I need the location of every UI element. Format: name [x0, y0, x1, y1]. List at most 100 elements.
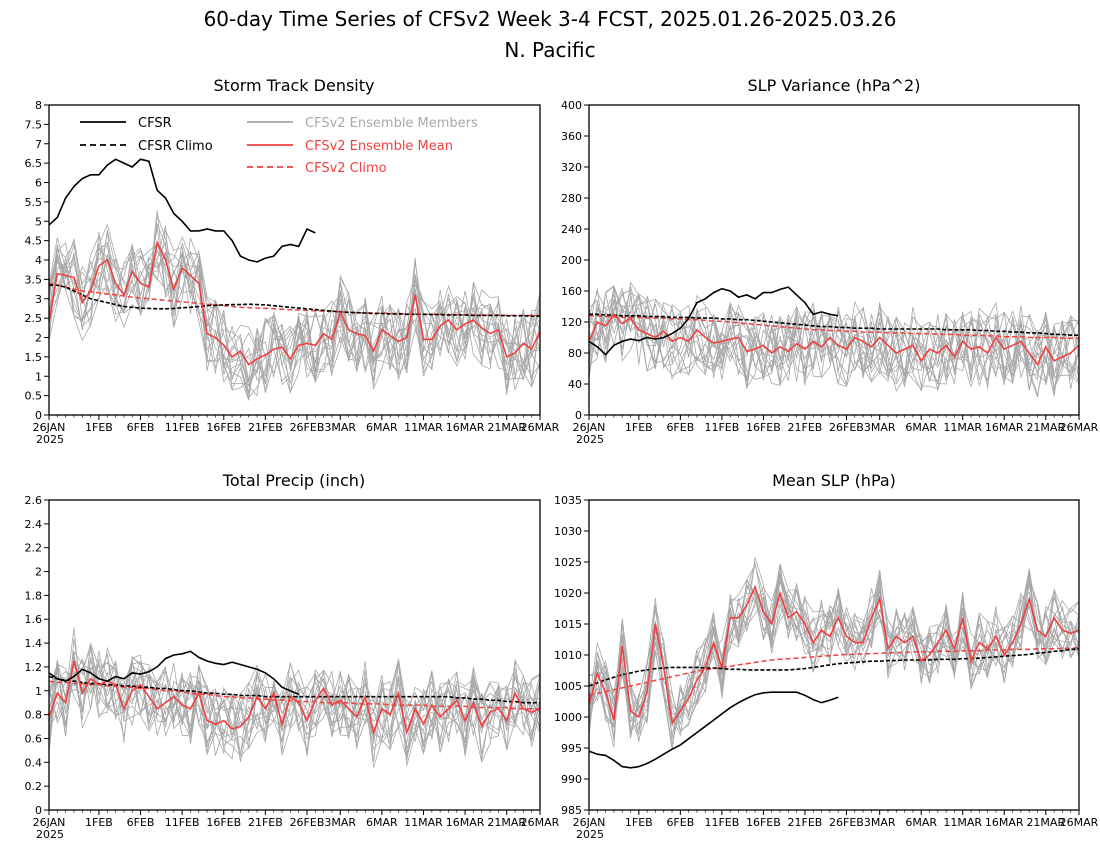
- x-tick-label: 26FEB: [290, 421, 325, 434]
- ensemble-member-line: [589, 563, 1079, 739]
- chart-panel-4: Mean SLP (hPa) 985 990 995 1000 1005 1010 1015 1…: [554, 471, 1099, 841]
- plot-area: [589, 557, 1079, 769]
- y-tick-label: 1005: [554, 680, 582, 693]
- ensemble-member-line: [589, 593, 1079, 737]
- legend-label-cfsr: CFSR: [138, 116, 172, 131]
- ensemble-member-line: [589, 293, 1079, 393]
- x-tick-label: 16MAR: [985, 816, 1024, 829]
- x-tick-label: 11FEB: [704, 816, 739, 829]
- y-tick-label: 0.4: [25, 756, 43, 769]
- x-tick-label: 11MAR: [943, 816, 982, 829]
- x-year-label: 2025: [36, 828, 64, 841]
- chart-panel-2: SLP Variance (hPa^2) 0 40 80 120 160 200 240 280…: [561, 76, 1099, 446]
- y-tick-label: 5: [35, 215, 42, 228]
- y-tick-label: 0: [35, 409, 42, 422]
- y-tick-label: 1015: [554, 618, 582, 631]
- x-tick-label: 3MAR: [864, 816, 896, 829]
- ensemble-member-line: [49, 646, 540, 758]
- y-tick-label: 2.4: [25, 518, 43, 531]
- y-tick-label: 0.2: [25, 780, 43, 793]
- legend-label-cfsr-climo: CFSR Climo: [138, 139, 213, 154]
- ensemble-member-line: [49, 244, 540, 391]
- x-tick-label: 16MAR: [446, 421, 485, 434]
- x-tick-label: 3MAR: [324, 816, 356, 829]
- x-tick-label: 11FEB: [165, 421, 200, 434]
- x-tick-label: 11FEB: [165, 816, 200, 829]
- y-tick-label: 3: [35, 293, 42, 306]
- cfsv2-climo-line: [589, 646, 1079, 697]
- figure-subtitle: N. Pacific: [504, 38, 595, 62]
- y-tick-label: 1030: [554, 525, 582, 538]
- plot-area: [589, 281, 1079, 398]
- y-tick-label: 4.5: [25, 235, 43, 248]
- x-tick-label: 26MAR: [521, 421, 560, 434]
- cfsv2-climo-line: [49, 680, 540, 710]
- x-tick-label: 6FEB: [127, 421, 155, 434]
- y-tick-label: 1020: [554, 587, 582, 600]
- y-tick-label: 0: [35, 804, 42, 817]
- x-tick-label: 16MAR: [985, 421, 1024, 434]
- y-tick-label: 0.6: [25, 732, 43, 745]
- x-tick-label: 26MAR: [521, 816, 560, 829]
- y-tick-label: 2.2: [25, 542, 43, 555]
- chart-panel-3: Total Precip (inch) 0 0.2 0.4 0.6 0.8 1 1.2 1.4 1…: [25, 471, 560, 841]
- y-tick-label: 240: [561, 223, 582, 236]
- y-tick-label: 6.5: [25, 157, 43, 170]
- x-tick-label: 21FEB: [248, 816, 283, 829]
- cfsv2-climo-line: [49, 282, 540, 317]
- x-tick-label: 26JAN: [33, 421, 66, 434]
- x-tick-label: 21MAR: [1026, 421, 1065, 434]
- x-tick-label: 1FEB: [625, 816, 653, 829]
- cfsr-line: [49, 650, 300, 696]
- cfsr-line: [589, 691, 839, 769]
- y-tick-label: 1.4: [25, 637, 43, 650]
- x-tick-label: 6MAR: [905, 421, 937, 434]
- panel-title: SLP Variance (hPa^2): [748, 76, 921, 95]
- ensemble-member-line: [589, 286, 1079, 397]
- x-tick-label: 26FEB: [829, 421, 864, 434]
- cfsr-climo-line: [49, 284, 540, 318]
- x-tick-label: 21MAR: [1026, 816, 1065, 829]
- y-tick-label: 8: [35, 99, 42, 112]
- x-tick-label: 1FEB: [85, 816, 113, 829]
- ensemble-mean-line: [589, 584, 1079, 726]
- y-tick-label: 0.5: [25, 390, 43, 403]
- x-tick-label: 11MAR: [404, 816, 443, 829]
- y-tick-label: 120: [561, 316, 582, 329]
- cfsr-climo-line: [49, 675, 540, 704]
- y-tick-label: 1.2: [25, 661, 43, 674]
- x-tick-label: 6FEB: [666, 421, 694, 434]
- panels: Storm Track Density 0 0.5 1 1.5 2 2.5 3 3.5 4 4.5 5…: [25, 76, 1099, 841]
- x-tick-label: 21FEB: [248, 421, 283, 434]
- y-tick-label: 40: [568, 378, 582, 391]
- y-tick-label: 7.5: [25, 118, 43, 131]
- cfsv2-climo-line: [589, 315, 1079, 340]
- x-tick-label: 1FEB: [625, 421, 653, 434]
- y-tick-label: 80: [568, 347, 582, 360]
- y-tick-label: 2.6: [25, 494, 43, 507]
- legend-label-ens-mean: CFSv2 Ensemble Mean: [305, 139, 453, 154]
- y-tick-label: 320: [561, 161, 582, 174]
- x-tick-label: 21MAR: [487, 421, 526, 434]
- y-tick-label: 995: [561, 742, 582, 755]
- y-tick-label: 400: [561, 99, 582, 112]
- x-tick-label: 26MAR: [1060, 421, 1099, 434]
- ensemble-mean-line: [49, 240, 540, 366]
- x-tick-label: 16FEB: [206, 816, 241, 829]
- figure-title: 60-day Time Series of CFSv2 Week 3-4 FCS…: [204, 7, 897, 31]
- x-tick-label: 16FEB: [746, 421, 781, 434]
- x-tick-label: 26FEB: [290, 816, 325, 829]
- y-tick-label: 1035: [554, 494, 582, 507]
- x-tick-label: 6MAR: [366, 421, 398, 434]
- legend-label-cfsv2-climo: CFSv2 Climo: [305, 161, 387, 176]
- y-tick-label: 990: [561, 773, 582, 786]
- y-tick-label: 1: [35, 685, 42, 698]
- legend-label-members: CFSv2 Ensemble Members: [305, 116, 478, 131]
- x-tick-label: 26MAR: [1060, 816, 1099, 829]
- ensemble-member-line: [49, 228, 540, 395]
- plot-frame: [48, 499, 541, 811]
- plot-area: [49, 158, 540, 401]
- ensemble-member-line: [589, 288, 1079, 392]
- x-year-label: 2025: [36, 433, 64, 446]
- x-tick-label: 26JAN: [573, 816, 606, 829]
